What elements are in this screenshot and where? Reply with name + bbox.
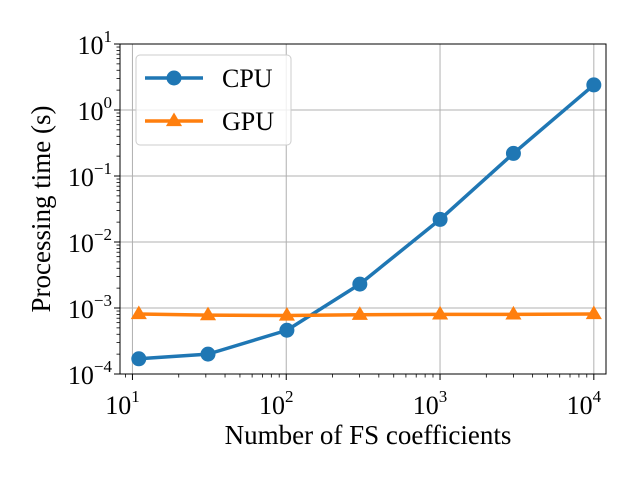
data-point-gpu bbox=[432, 305, 449, 320]
y-tick-label: 10−1 bbox=[68, 159, 112, 192]
legend-entry-cpu: CPU bbox=[145, 64, 273, 93]
ticks: 101 102 103 104 10−4 10−3 10−2 10−1 100 101 bbox=[68, 27, 602, 420]
y-tick-label: 101 bbox=[78, 27, 113, 60]
x-tick-label: 104 bbox=[567, 387, 602, 420]
data-point-gpu bbox=[585, 305, 602, 320]
data-point-gpu bbox=[130, 305, 147, 320]
data-point-gpu bbox=[278, 306, 295, 321]
legend-label-cpu: CPU bbox=[222, 64, 273, 93]
y-tick-label: 10−2 bbox=[68, 225, 112, 258]
legend-entry-gpu: GPU bbox=[145, 107, 274, 136]
data-point-cpu bbox=[432, 211, 448, 227]
data-point-cpu bbox=[586, 77, 602, 93]
data-point-gpu bbox=[351, 306, 368, 320]
data-point-cpu bbox=[200, 346, 216, 362]
y-axis-title: Processing time (s) bbox=[26, 106, 56, 313]
legend-marker-gpu bbox=[165, 112, 183, 127]
y-tick-label: 10−4 bbox=[68, 357, 113, 390]
x-tick-label: 102 bbox=[259, 387, 294, 420]
legend: CPU GPU bbox=[135, 54, 292, 146]
data-point-gpu bbox=[505, 305, 522, 320]
x-tick-label: 101 bbox=[105, 387, 140, 420]
x-tick-label: 103 bbox=[413, 387, 448, 420]
data-point-cpu bbox=[505, 145, 521, 161]
series-cpu bbox=[131, 77, 602, 367]
data-point-gpu bbox=[199, 306, 217, 321]
series-gpu bbox=[130, 305, 602, 321]
y-tick-label: 10−3 bbox=[68, 291, 112, 324]
y-tick-label: 100 bbox=[78, 93, 113, 126]
legend-marker-cpu bbox=[166, 70, 182, 86]
data-point-cpu bbox=[279, 322, 295, 338]
data-point-cpu bbox=[131, 351, 147, 367]
legend-label-gpu: GPU bbox=[222, 107, 274, 136]
data-point-cpu bbox=[352, 276, 368, 292]
series-layer bbox=[130, 77, 602, 367]
x-axis-title: Number of FS coefficients bbox=[225, 420, 512, 450]
plot-frame bbox=[119, 43, 607, 375]
